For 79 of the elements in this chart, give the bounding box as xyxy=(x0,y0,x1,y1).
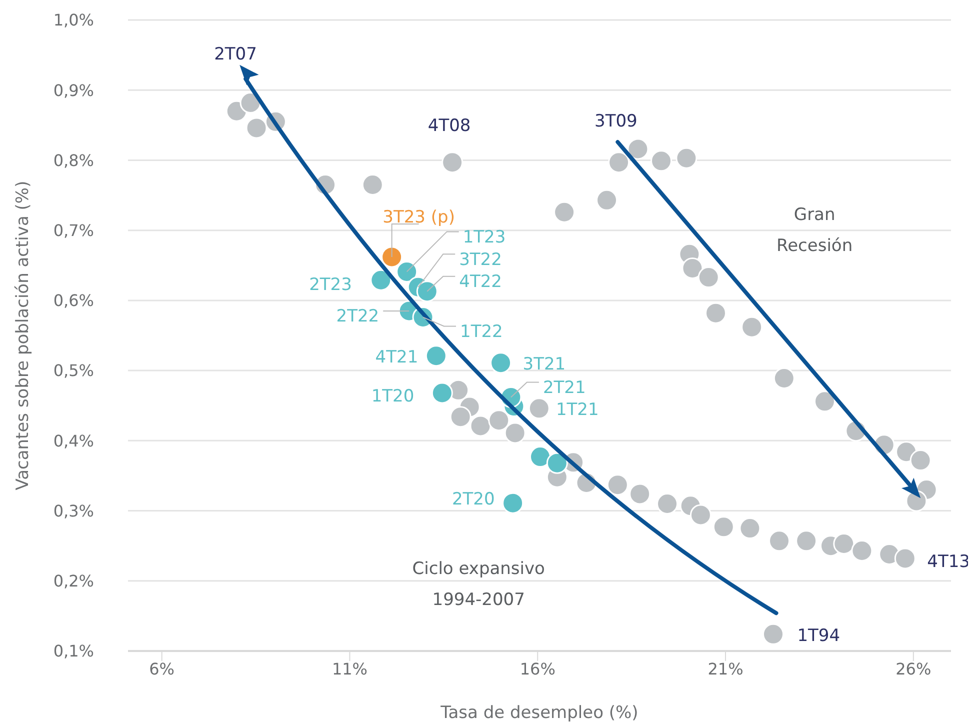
point xyxy=(246,117,268,139)
annotation: 4T22 xyxy=(459,272,502,292)
point xyxy=(528,398,550,420)
point xyxy=(530,446,551,468)
point xyxy=(425,345,447,367)
annotation: 1T20 xyxy=(371,386,414,407)
point xyxy=(739,518,761,540)
point xyxy=(773,368,795,390)
annotation: 3T22 xyxy=(459,250,502,270)
y-tick-label: 0,3% xyxy=(53,501,94,520)
annotation: 3T21 xyxy=(522,354,566,374)
annotation: 2T22 xyxy=(336,306,380,327)
point xyxy=(712,516,734,538)
annotation: 2T07 xyxy=(214,44,257,64)
annotation: 1T21 xyxy=(556,400,599,420)
point xyxy=(656,493,678,515)
point xyxy=(698,266,720,288)
point xyxy=(396,260,418,282)
point xyxy=(650,150,672,172)
x-tick-label: 16% xyxy=(520,659,556,678)
point xyxy=(504,422,526,444)
annotation: 1T23 xyxy=(462,227,506,248)
point xyxy=(705,302,726,324)
point xyxy=(910,450,932,472)
point xyxy=(629,483,651,505)
point xyxy=(554,201,576,223)
x-tick-label: 11% xyxy=(332,659,368,678)
point xyxy=(796,530,818,552)
annotation: 3T23 (p) xyxy=(382,208,455,228)
annotation: 4T08 xyxy=(428,116,471,136)
point xyxy=(608,152,630,174)
y-tick-label: 0,8% xyxy=(53,150,94,170)
annotation: 2T21 xyxy=(542,378,586,398)
point xyxy=(676,147,698,169)
point xyxy=(362,174,384,196)
point xyxy=(682,257,704,279)
x-tick-label: 26% xyxy=(896,659,932,678)
x-tick-label: 21% xyxy=(708,659,744,678)
point xyxy=(833,532,855,554)
point xyxy=(768,530,790,552)
annotation: 1T22 xyxy=(460,322,503,342)
point xyxy=(690,504,712,526)
annotation: 3T09 xyxy=(594,112,638,132)
point xyxy=(502,492,524,514)
point xyxy=(596,189,618,211)
y-tick-label: 0,5% xyxy=(53,361,94,380)
annotation: 4T21 xyxy=(375,347,418,368)
point xyxy=(606,474,628,496)
point xyxy=(470,415,492,437)
point xyxy=(851,540,873,562)
x-tick-label: 6% xyxy=(149,659,175,678)
point xyxy=(442,152,464,174)
point xyxy=(627,138,649,160)
point xyxy=(416,280,438,302)
point xyxy=(814,390,836,412)
point xyxy=(370,269,392,291)
point xyxy=(431,382,453,404)
annotation: 1T94 xyxy=(797,626,840,646)
point xyxy=(762,623,784,645)
point xyxy=(546,452,568,474)
y-tick-label: 0,9% xyxy=(53,80,94,100)
point xyxy=(450,406,472,428)
y-axis-title: Vacantes sobre población activa (%) xyxy=(13,180,34,490)
y-tick-label: 0,7% xyxy=(53,221,94,240)
point xyxy=(741,316,763,338)
y-tick-label: 0,4% xyxy=(53,431,94,450)
point xyxy=(894,548,916,570)
point xyxy=(488,410,510,432)
point xyxy=(381,246,403,268)
annotation: 2T20 xyxy=(452,490,495,510)
annotation: 2T23 xyxy=(309,274,352,295)
y-tick-label: 1,0% xyxy=(53,10,94,30)
point xyxy=(490,352,512,374)
annotation: Gran Recesión xyxy=(776,204,853,256)
y-tick-label: 0,1% xyxy=(53,642,94,661)
y-tick-label: 0,2% xyxy=(53,572,94,591)
annotation: Ciclo expansivo 1994-2007 xyxy=(412,558,545,610)
x-axis-title: Tasa de desempleo (%) xyxy=(440,703,638,723)
y-tick-label: 0,6% xyxy=(53,291,94,310)
